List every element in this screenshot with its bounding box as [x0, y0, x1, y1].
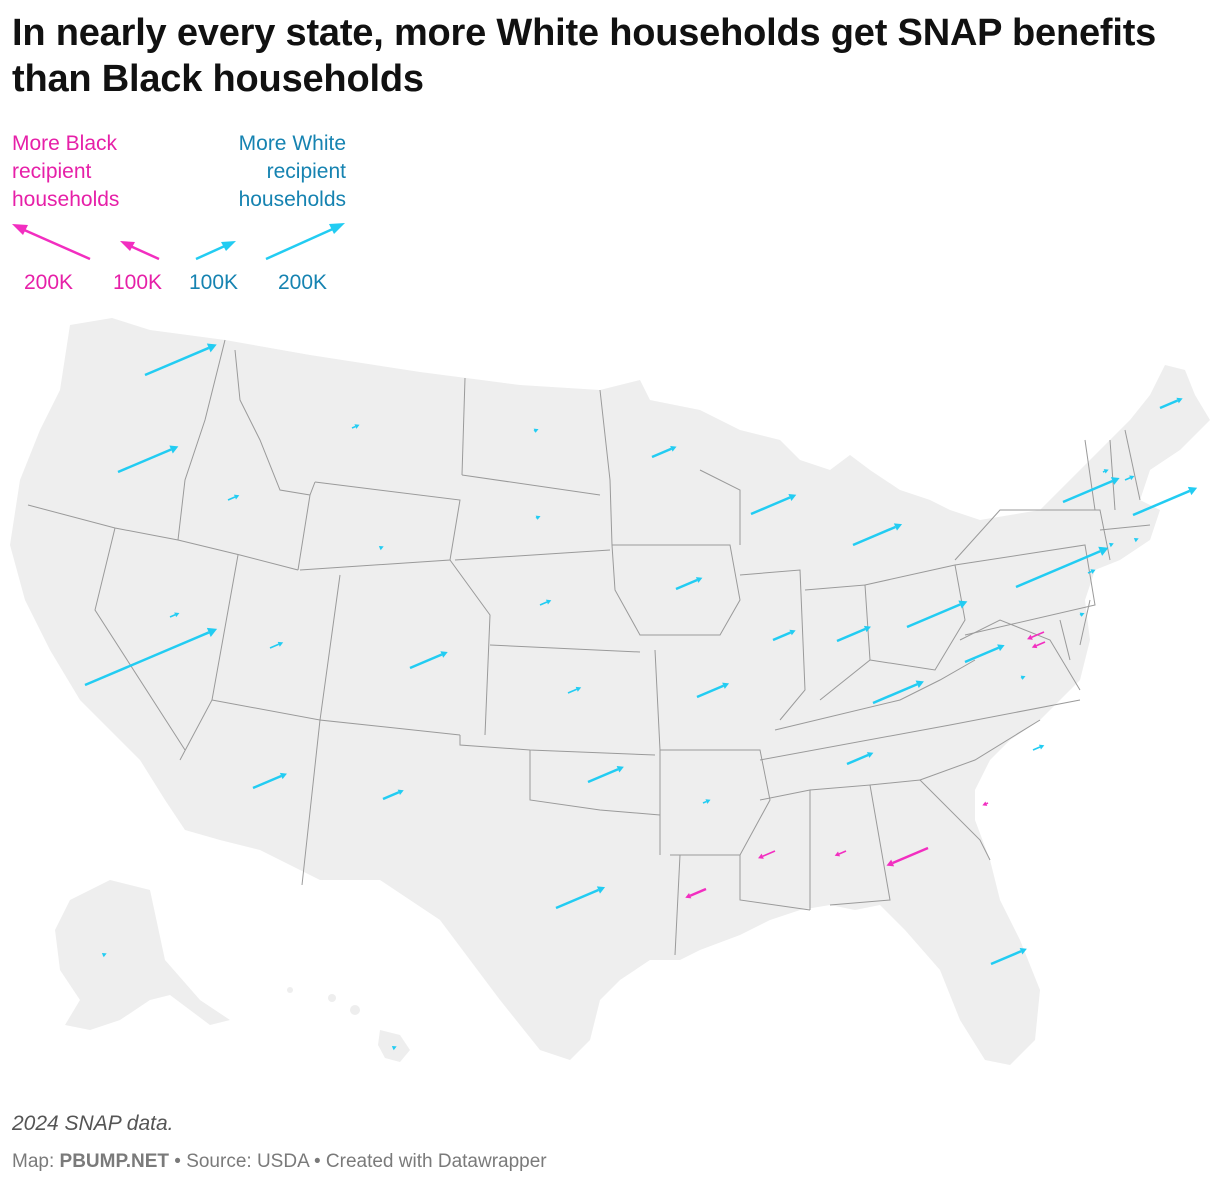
arrow-ca [84, 627, 218, 687]
arrow-nh [1124, 475, 1135, 481]
legend-value-black-100k: 100K [113, 271, 163, 294]
arrow-pa [1015, 546, 1109, 589]
arrow-oh [906, 600, 968, 629]
arrow-wa [144, 343, 217, 377]
arrow-ky [872, 680, 924, 705]
legend-arrow-black-200k [12, 224, 91, 261]
legend-arrow-white-100k [195, 241, 236, 261]
arrow-tx [555, 886, 606, 910]
arrow-hi [391, 1045, 397, 1051]
arrow-wy [378, 545, 384, 551]
arrow-nj [1087, 569, 1096, 574]
state-arrows [84, 343, 1198, 1051]
footer-map-prefix: Map: [12, 1151, 55, 1172]
arrow-il [772, 629, 796, 642]
arrow-or [117, 445, 179, 474]
arrow-ct [1108, 542, 1114, 548]
chart-note: 2024 SNAP data. [12, 1112, 174, 1135]
arrow-ma [1132, 486, 1198, 517]
legend-value-white-200k: 200K [278, 271, 328, 294]
arrow-me [1159, 397, 1183, 410]
hawaii-shape [378, 1030, 410, 1062]
arrow-ms [758, 850, 776, 859]
legend-arrow-white-200k [265, 223, 345, 261]
arrow-nc [1032, 744, 1045, 751]
chart-footer: Map: PBUMP.NET • Source: USDA • Created … [12, 1151, 547, 1173]
arrow-in [836, 625, 871, 643]
arrow-dc [1031, 641, 1046, 649]
arrow-tn [846, 752, 874, 766]
arrow-mi [852, 523, 903, 547]
arrow-sc [982, 801, 989, 806]
footer-source: • Source: USDA • Created with Datawrappe… [174, 1151, 547, 1172]
michigan-lower-shape [820, 470, 915, 590]
contiguous-us-shape [10, 318, 1210, 1065]
legend-black-label: More Black recipient households [12, 132, 120, 211]
arrow-ne [539, 599, 552, 606]
arrow-mo [696, 682, 730, 699]
arrow-ri [1133, 537, 1139, 543]
arrow-vt [1102, 469, 1109, 474]
arrow-la [685, 887, 707, 899]
arrow-de [1079, 612, 1085, 617]
arrow-ny [1062, 477, 1120, 504]
legend-value-black-200k: 200K [24, 271, 74, 294]
footer-brand-link[interactable]: PBUMP.NET [59, 1151, 169, 1172]
arrow-nv [169, 612, 180, 618]
alaska-shape [55, 880, 230, 1030]
hawaii-island-shape [350, 1005, 360, 1015]
arrow-al [834, 850, 847, 857]
arrow-nd [533, 428, 539, 433]
arrow-ok [587, 766, 624, 784]
arrow-ia [675, 577, 703, 591]
arrow-ks [567, 686, 582, 694]
arrow-wi [750, 493, 797, 516]
chart-title: In nearly every state, more White househ… [12, 12, 1157, 100]
arrow-sd [535, 515, 541, 520]
arrow-nm [382, 789, 404, 801]
legend-white-label: More White recipient households [238, 132, 346, 211]
arrow-ga [886, 846, 929, 867]
arrow-az [252, 772, 287, 790]
arrow-mn [651, 445, 677, 459]
arrow-fl [990, 948, 1027, 966]
arrow-ar [702, 799, 711, 804]
arrow-md [1027, 631, 1045, 640]
arrow-id [227, 494, 240, 501]
legend-arrow-black-100k [120, 241, 160, 261]
legend-arrows [12, 223, 345, 261]
state-borders [27, 339, 1151, 956]
us-map [10, 318, 1210, 1065]
hawaii-island-shape [328, 994, 336, 1002]
arrow-va [1020, 675, 1026, 680]
arrow-wv [964, 644, 1005, 664]
arrow-ut [269, 641, 284, 649]
arrow-mt [351, 424, 360, 429]
legend-value-white-100k: 100K [189, 271, 239, 294]
arrow-ak [101, 952, 107, 958]
hawaii-island-shape [287, 987, 293, 993]
arrow-co [409, 651, 448, 670]
